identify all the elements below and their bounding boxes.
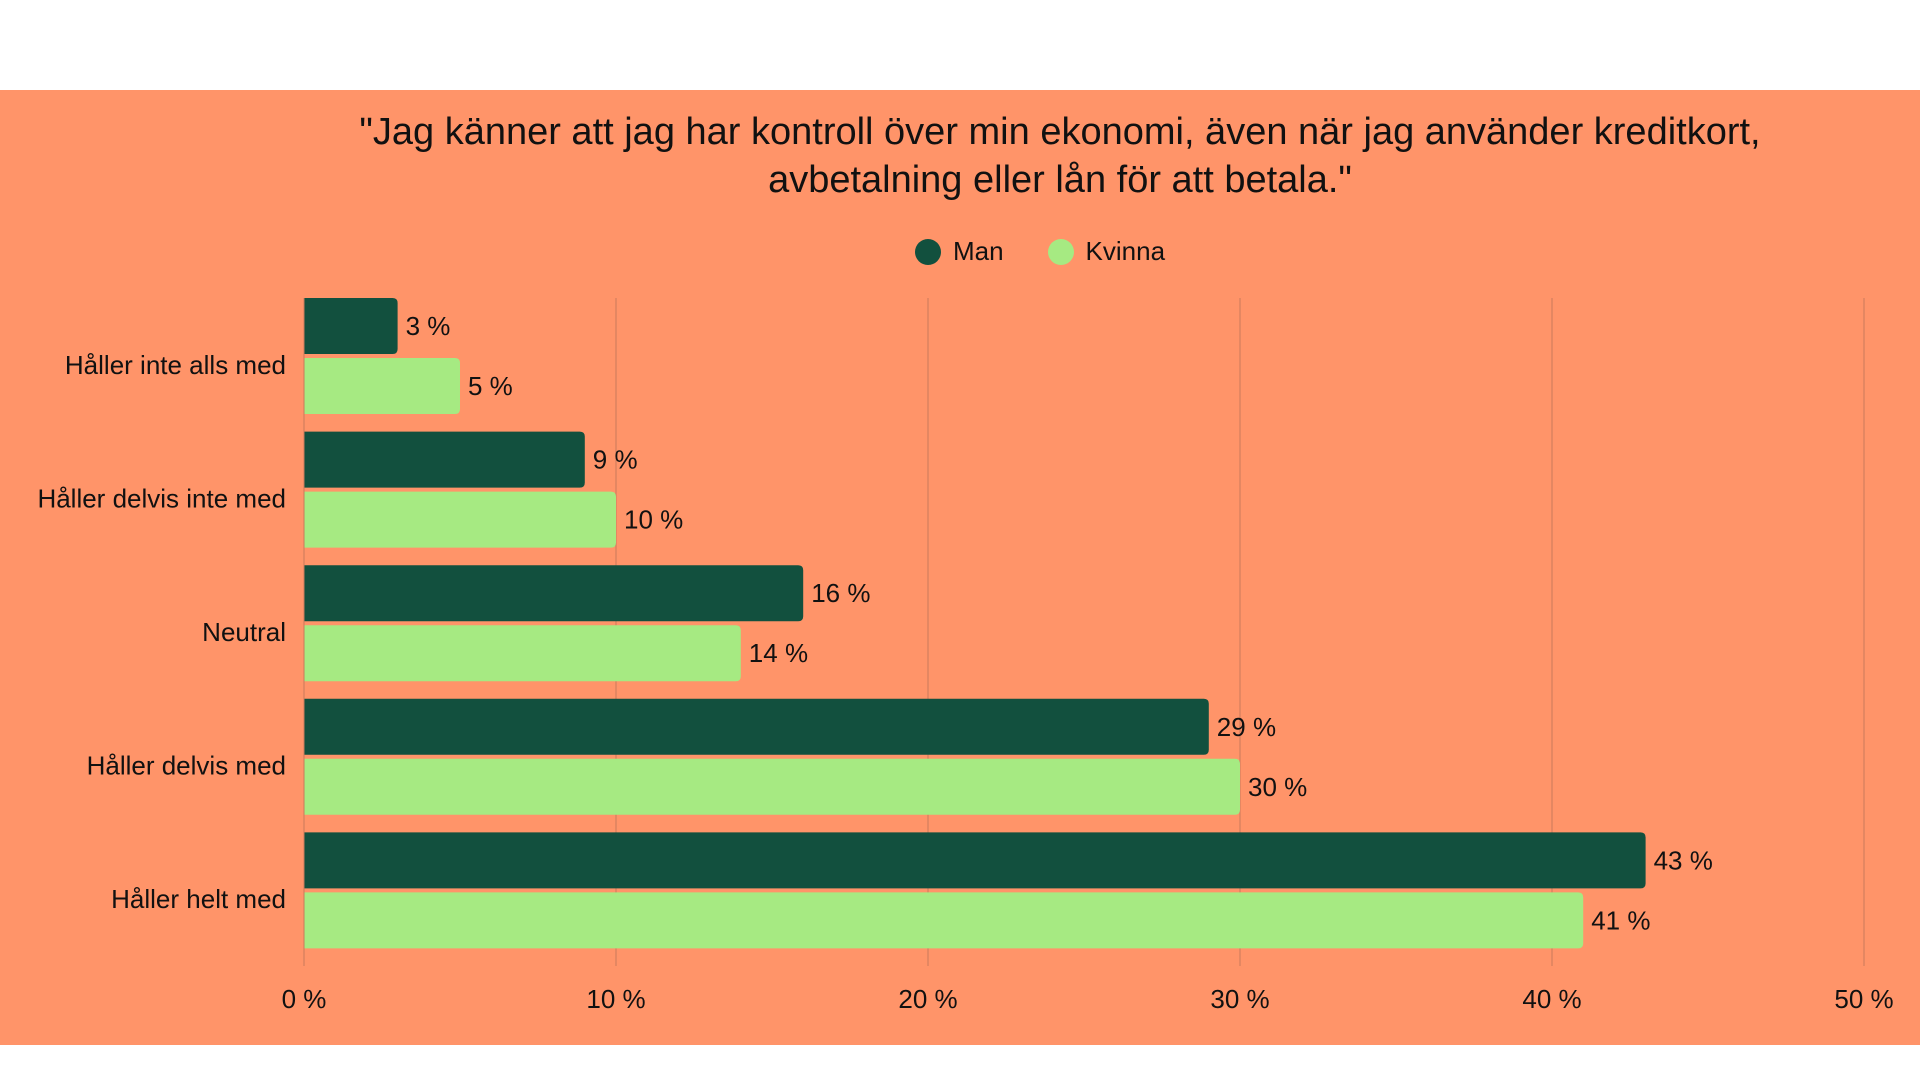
- data-label-man: 43 %: [1654, 845, 1713, 875]
- data-label-kvinna: 30 %: [1248, 772, 1307, 802]
- chart-title-line-2: avbetalning eller lån för att betala.": [768, 159, 1352, 201]
- legend-item-kvinna: Kvinna: [1047, 236, 1166, 267]
- bar-man: [304, 298, 398, 354]
- category-label: Neutral: [202, 617, 286, 647]
- legend-swatch-man: [914, 238, 941, 265]
- x-tick-label: 50 %: [1834, 984, 1893, 1014]
- data-label-kvinna: 5 %: [468, 371, 513, 401]
- chart-title-line-1: "Jag känner att jag har kontroll över mi…: [359, 111, 1761, 153]
- bar-kvinna: [304, 491, 616, 548]
- legend-swatch-kvinna: [1047, 238, 1074, 265]
- chart-title: "Jag känner att jag har kontroll över mi…: [280, 108, 1840, 204]
- bar-kvinna: [304, 358, 460, 414]
- bar-man: [304, 698, 1209, 755]
- data-label-kvinna: 14 %: [749, 638, 808, 668]
- bar-man: [304, 832, 1646, 889]
- legend-label-man: Man: [952, 236, 1004, 266]
- data-label-kvinna: 10 %: [624, 505, 683, 535]
- bar-kvinna: [304, 758, 1240, 815]
- bar-man: [304, 431, 585, 488]
- data-label-man: 9 %: [593, 445, 638, 475]
- chart-legend: Man Kvinna: [0, 236, 1920, 267]
- legend-label-kvinna: Kvinna: [1085, 236, 1166, 266]
- data-label-man: 29 %: [1217, 712, 1276, 742]
- bar-man: [304, 565, 804, 622]
- category-label: Håller delvis med: [87, 751, 286, 781]
- x-tick-label: 30 %: [1210, 984, 1269, 1014]
- bar-kvinna: [304, 625, 741, 682]
- x-tick-label: 10 %: [586, 984, 645, 1014]
- data-label-kvinna: 41 %: [1591, 905, 1650, 935]
- legend-item-man: Man: [914, 236, 1004, 267]
- x-tick-label: 0 %: [282, 984, 327, 1014]
- x-tick-label: 40 %: [1522, 984, 1581, 1014]
- x-tick-label: 20 %: [898, 984, 957, 1014]
- category-label: Håller delvis inte med: [37, 483, 286, 513]
- category-label: Håller inte alls med: [65, 350, 286, 380]
- bar-kvinna: [304, 892, 1584, 949]
- category-label: Håller helt med: [111, 884, 286, 914]
- data-label-man: 16 %: [811, 578, 870, 608]
- data-label-man: 3 %: [406, 311, 451, 341]
